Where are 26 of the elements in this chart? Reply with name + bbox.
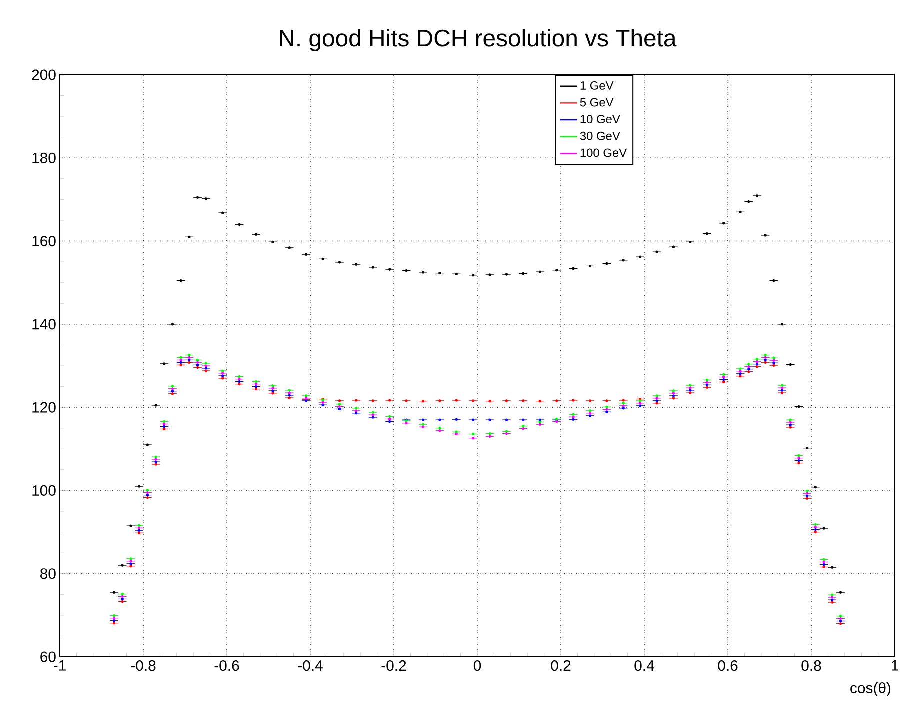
y-tick-label: 140 bbox=[32, 319, 56, 330]
y-tick-label: 180 bbox=[32, 152, 56, 164]
legend-label: 1 GeV bbox=[580, 81, 614, 90]
x-axis-title: cos(θ) bbox=[850, 682, 891, 696]
x-tick-label: 0.2 bbox=[551, 660, 571, 672]
x-tick-label: 0.6 bbox=[718, 660, 738, 672]
y-tick-label: 80 bbox=[40, 568, 56, 580]
chart-title: N. good Hits DCH resolution vs Theta bbox=[280, 29, 677, 52]
x-tick-label: 0 bbox=[474, 660, 482, 672]
y-tick-label: 160 bbox=[32, 236, 56, 247]
x-tick-label: -1 bbox=[54, 660, 66, 671]
x-tick-label: -0.4 bbox=[298, 660, 323, 672]
y-tick-label: 200 bbox=[32, 70, 56, 80]
x-tick-label: -0.8 bbox=[131, 660, 156, 672]
x-tick-label: 0.4 bbox=[634, 660, 654, 672]
legend-label: 100 GeV bbox=[580, 148, 628, 158]
x-tick-label: 1 bbox=[892, 660, 898, 671]
legend-label: 10 GeV bbox=[580, 115, 620, 124]
x-tick-label: 0.8 bbox=[802, 660, 822, 672]
legend-label: 5 GeV bbox=[580, 98, 614, 107]
y-tick-label: 100 bbox=[32, 485, 56, 496]
legend-label: 30 GeV bbox=[580, 132, 620, 140]
x-tick-label: -0.6 bbox=[214, 660, 240, 672]
y-tick-label: 60 bbox=[40, 652, 56, 662]
x-tick-label: -0.2 bbox=[382, 660, 406, 672]
y-tick-label: 120 bbox=[32, 402, 56, 413]
